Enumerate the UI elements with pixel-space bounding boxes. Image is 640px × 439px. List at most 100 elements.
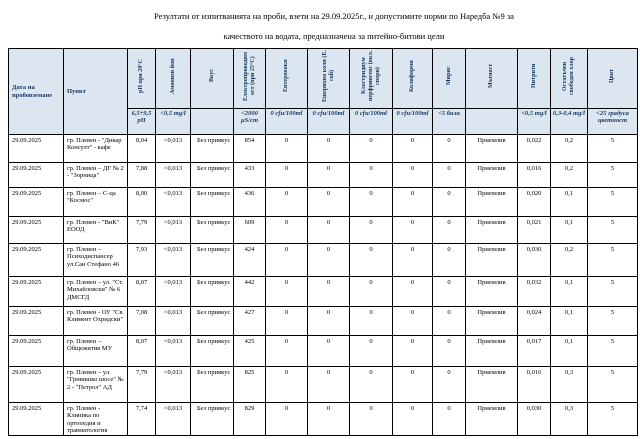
column-header: Колиформи <box>392 48 433 109</box>
table-cell: 7,79 <box>127 366 156 403</box>
table-cell: 0 <box>265 306 308 336</box>
table-cell: 7,08 <box>127 306 156 336</box>
table-cell: 0 <box>307 187 350 217</box>
table-cell: Приемлив <box>465 366 518 403</box>
table-row: 29.09.2025 гр. Плевен - Клиника по ортопе… <box>8 401 638 437</box>
table-cell: гр. Плевен - "ВиК" ЕООД <box>63 216 128 244</box>
column-header: Дата на пробовземане <box>8 48 64 135</box>
table-cell: Без привкус <box>190 306 234 336</box>
title-line-1: Резултати от изпитванията на проби, взет… <box>154 11 514 21</box>
table-cell: 0 <box>349 162 393 188</box>
table-cell: 0,020 <box>517 187 551 217</box>
limit-cell: <25 градуса цветност <box>587 108 638 135</box>
rotated-header-label: Мътност <box>488 63 495 89</box>
column-header: Клостридиум перфрингенс (вкл. спори) <box>349 48 393 109</box>
table-row: 29.09.2025 гр. Плевен – ул. "Гривишко шос… <box>8 366 638 403</box>
table-cell: 8,04 <box>127 134 156 163</box>
table-cell: 5 <box>587 366 638 403</box>
table-cell: 0 <box>265 276 308 307</box>
table-cell: Приемлив <box>465 162 518 188</box>
table-cell: 0,016 <box>517 366 551 403</box>
table-cell: 0 <box>392 134 433 163</box>
column-header: Цвят <box>587 48 638 109</box>
table-cell: Без привкус <box>190 243 234 277</box>
table-cell: 0 <box>349 187 393 217</box>
table-cell: <0,013 <box>155 366 191 403</box>
table-row: 29.09.2025 гр. Плевен – ДГ № 2 - "Зорница… <box>8 162 638 188</box>
table-cell: 0 <box>349 276 393 307</box>
results-table: Дата на пробовземане Пункт pH при 20°С Амон… <box>8 48 638 437</box>
table-cell: Без привкус <box>190 276 234 307</box>
table-cell: 0 <box>432 306 466 336</box>
table-cell: 0 <box>307 162 350 188</box>
rotated-header-label: Колиформи <box>409 60 416 92</box>
table-cell: 0,022 <box>517 134 551 163</box>
table-cell: Приемлив <box>465 401 518 437</box>
table-cell: 0,2 <box>550 134 588 163</box>
table-cell: 0 <box>392 335 433 367</box>
document-title: Резултати от изпитванията на проби, взет… <box>36 6 632 46</box>
table-cell: 0 <box>307 243 350 277</box>
table-cell: 0,030 <box>517 401 551 437</box>
table-cell: 609 <box>233 216 266 244</box>
table-cell: 5 <box>587 216 638 244</box>
column-header: Ешерихия коли (E. coli) <box>307 48 350 109</box>
limit-cell: <0,5 mg/l <box>517 108 551 135</box>
column-header: pH при 20°С <box>127 48 156 109</box>
table-cell: 825 <box>233 366 266 403</box>
table-cell: <0,013 <box>155 243 191 277</box>
table-cell: 29.09.2025 <box>8 335 64 367</box>
table-cell: 0 <box>432 335 466 367</box>
table-cell: гр. Плевен – Общежития МУ <box>63 335 128 367</box>
table-cell: 0,2 <box>550 162 588 188</box>
table-cell: 0 <box>349 401 393 437</box>
table-cell: 0 <box>349 335 393 367</box>
table-cell: 442 <box>233 276 266 307</box>
table-cell: 0 <box>349 366 393 403</box>
limit-cell: 0 cfu/100ml <box>392 108 433 135</box>
table-cell: 7,93 <box>127 243 156 277</box>
table-cell: Приемлив <box>465 187 518 217</box>
table-cell: 5 <box>587 134 638 163</box>
table-cell: 29.09.2025 <box>8 401 64 437</box>
table-cell: гр. Плевен – ДГ № 2 - "Зорница" <box>63 162 128 188</box>
table-cell: 0 <box>349 243 393 277</box>
limit-cell: 0 cfu/100ml <box>307 108 350 135</box>
column-header: Мирис <box>432 48 466 109</box>
table-cell: Без привкус <box>190 401 234 437</box>
table-cell: гр. Плевен - Клиника по ортопедия и трав… <box>63 401 128 437</box>
limit-cell: 0 cfu/100ml <box>265 108 308 135</box>
table-cell: Приемлив <box>465 335 518 367</box>
table-row: 29.09.2025 гр. Плевен – Психодиспансер ул… <box>8 243 638 277</box>
table-cell: 29.09.2025 <box>8 276 64 307</box>
column-header: Вкус <box>190 48 234 109</box>
rotated-header-label: Нитрити <box>530 63 537 89</box>
column-header: Електропроводимост (при 25°С) <box>233 48 266 109</box>
table-cell: Без привкус <box>190 366 234 403</box>
limit-cell: 6,5÷9,5 pH <box>127 108 156 135</box>
table-cell: 0,1 <box>550 276 588 307</box>
rotated-header-label: Ешерихия коли (E. coli) <box>321 50 335 102</box>
limit-cell: <5 бала <box>432 108 466 135</box>
table-cell: гр. Плевен - "Дикар Консулт" - кафе <box>63 134 128 163</box>
table-cell: <0,013 <box>155 162 191 188</box>
rotated-header-label: Амониев йон <box>169 58 176 94</box>
table-cell: 7,88 <box>127 162 156 188</box>
column-header: Мътност <box>465 48 518 109</box>
column-header: Амониев йон <box>155 48 191 109</box>
table-cell: 0 <box>307 366 350 403</box>
column-header: Пункт <box>63 48 128 135</box>
table-cell: 0 <box>432 276 466 307</box>
table-cell: <0,013 <box>155 216 191 244</box>
table-cell: Приемлив <box>465 134 518 163</box>
table-cell: 8,07 <box>127 335 156 367</box>
rotated-header-label: Електропроводимост (при 25°С) <box>242 51 256 101</box>
table-cell: 0 <box>307 216 350 244</box>
table-cell: 0,024 <box>517 306 551 336</box>
table-cell: 0 <box>392 162 433 188</box>
table-cell: гр. Плевен – ул. "Ст. Михайловски" № 6 Д… <box>63 276 128 307</box>
table-cell: 0 <box>392 401 433 437</box>
table-cell: 0 <box>307 276 350 307</box>
table-cell: гр. Плевен – Психодиспансер ул.Сан Стефа… <box>63 243 128 277</box>
table-cell: 0 <box>432 216 466 244</box>
